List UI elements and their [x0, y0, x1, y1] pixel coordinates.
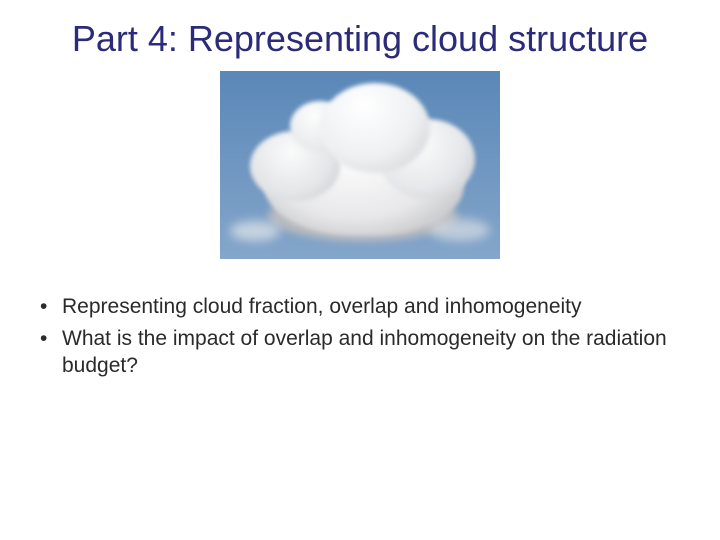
bullet-item: What is the impact of overlap and inhomo…: [36, 325, 690, 380]
slide: Part 4: Representing cloud structure Rep…: [0, 0, 720, 540]
slide-title: Part 4: Representing cloud structure: [30, 18, 690, 59]
bullet-list: Representing cloud fraction, overlap and…: [30, 293, 690, 383]
cloud-photo: [220, 71, 500, 259]
image-container: [30, 71, 690, 259]
cloud-puff-top: [320, 83, 430, 173]
bullet-item: Representing cloud fraction, overlap and…: [36, 293, 690, 320]
cloud-wisp-right: [430, 219, 490, 241]
cloud-wisp-left: [230, 221, 280, 241]
